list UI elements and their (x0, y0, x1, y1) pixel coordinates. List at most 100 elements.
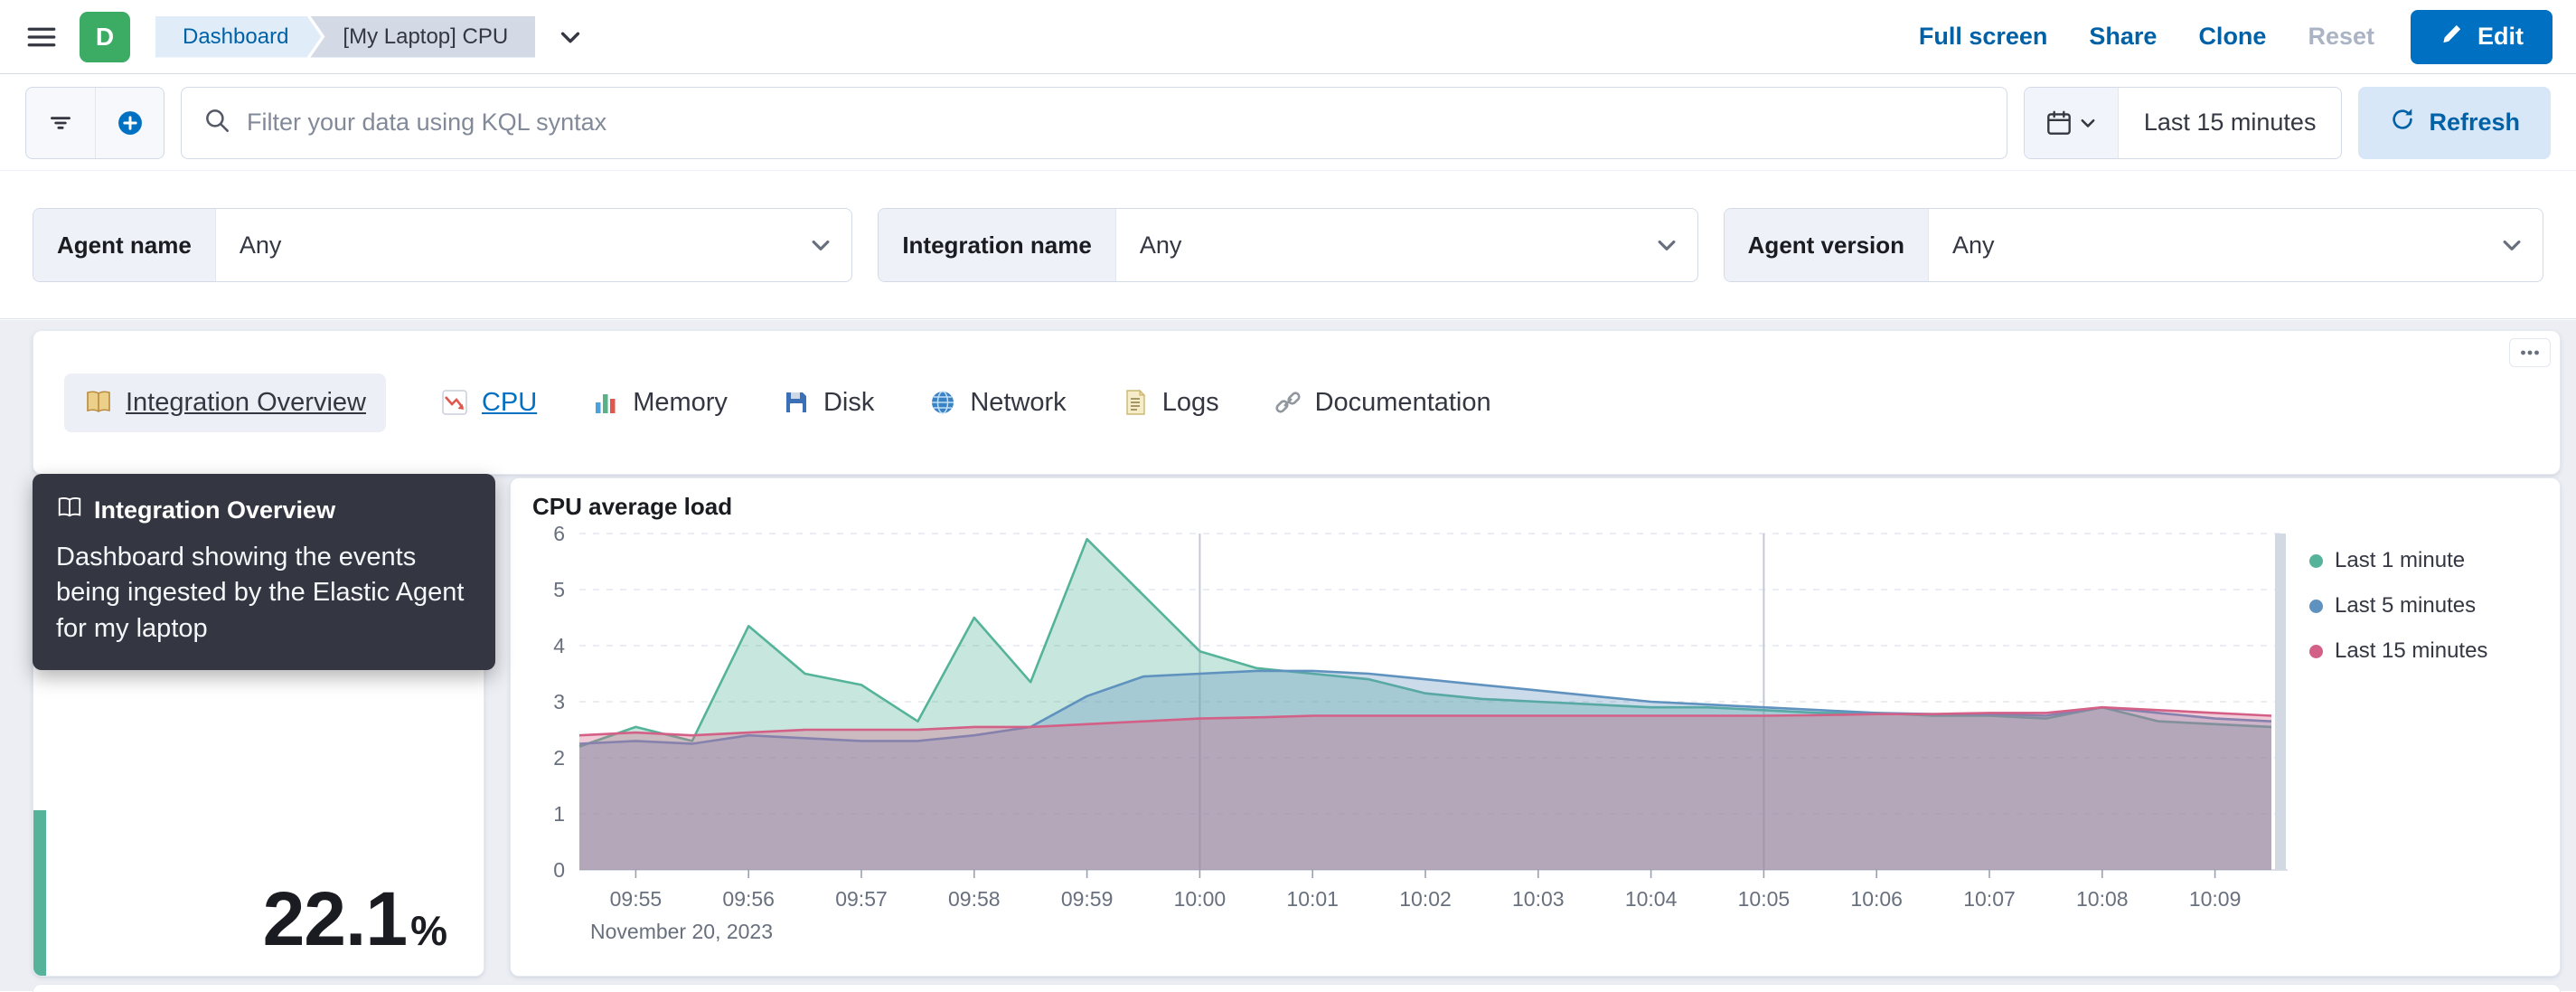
floppy-disk-icon (782, 388, 811, 417)
nav-link-label: CPU (481, 387, 538, 417)
query-toolbar: Last 15 minutes Refresh (0, 75, 2576, 171)
tooltip-body: Dashboard showing the events being inges… (56, 543, 465, 643)
svg-text:09:57: 09:57 (835, 887, 888, 911)
markdown-nav-panel: Integration Overview CPU Memory Disk Network… (33, 330, 2561, 475)
nav-link-documentation[interactable]: Documentation (1274, 388, 1491, 418)
filter-row: Agent name Any Integration name Any Agent ve… (0, 172, 2576, 319)
line-chart-icon (440, 388, 469, 417)
svg-text:5: 5 (553, 578, 565, 601)
document-icon (1121, 388, 1150, 417)
filter-icon[interactable] (26, 88, 95, 158)
svg-text:09:56: 09:56 (722, 887, 775, 911)
space-avatar[interactable]: D (80, 11, 130, 62)
book-icon (56, 494, 83, 527)
svg-text:2: 2 (553, 746, 565, 770)
link-icon (1274, 388, 1302, 417)
legend-item-last-15-minutes[interactable]: Last 15 minutes (2309, 638, 2487, 664)
filter-value: Any (1952, 231, 1995, 259)
refresh-button[interactable]: Refresh (2358, 86, 2551, 159)
svg-text:09:59: 09:59 (1061, 887, 1114, 911)
svg-text:1: 1 (553, 802, 565, 826)
svg-text:November 20, 2023: November 20, 2023 (590, 920, 773, 943)
breadcrumb-dashboard[interactable]: Dashboard (155, 16, 321, 58)
svg-text:10:02: 10:02 (1399, 887, 1452, 911)
tooltip-title-row: Integration Overview (56, 494, 472, 527)
chevron-down-icon (808, 232, 851, 258)
refresh-icon (2389, 106, 2416, 139)
nav-links: Integration Overview CPU Memory Disk Network… (64, 373, 1491, 432)
calendar-icon[interactable] (2024, 87, 2119, 158)
svg-text:10:08: 10:08 (2076, 887, 2129, 911)
top-header: D Dashboard [My Laptop] CPU Full screen Sh… (0, 0, 2576, 74)
nav-link-label: Integration Overview (126, 387, 366, 417)
dashboard-viewport: Integration Overview CPU Memory Disk Network… (0, 320, 2576, 992)
nav-link-network[interactable]: Network (928, 387, 1067, 418)
panel-options-icon[interactable] (2509, 338, 2551, 367)
metric-value: 22.1 (262, 876, 408, 961)
metric-value-group: 22.1 % (263, 875, 447, 963)
chart-area: 0 1 2 3 4 5 6 09:55 09:56 09:57 09:58 09:59 10:00 10:… (532, 521, 2538, 949)
cpu-average-load-panel: CPU average load 0 1 2 3 4 5 6 09:55 09:56 09:57 0… (510, 477, 2561, 977)
add-filter-plus-icon[interactable] (95, 87, 164, 158)
legend-label: Last 5 minutes (2335, 593, 2477, 618)
filter-agent-version[interactable]: Agent version Any (1723, 208, 2543, 282)
filter-label: Agent version (1724, 209, 1930, 281)
svg-text:10:07: 10:07 (1963, 887, 2016, 911)
filter-value: Any (239, 231, 282, 259)
book-icon (84, 388, 113, 417)
header-action-full-screen[interactable]: Full screen (1918, 23, 2048, 50)
nav-link-logs[interactable]: Logs (1121, 388, 1219, 418)
metric-unit: % (410, 907, 447, 954)
chevron-down-icon (1654, 232, 1697, 258)
svg-text:10:03: 10:03 (1512, 887, 1565, 911)
legend-dot (2309, 553, 2323, 568)
globe-icon (928, 388, 957, 417)
svg-text:0: 0 (553, 858, 565, 882)
svg-text:10:04: 10:04 (1625, 887, 1678, 911)
kql-search-bar[interactable] (181, 86, 2007, 159)
nav-link-disk[interactable]: Disk (782, 388, 874, 418)
header-actions: Full screen Share Clone Reset (1919, 23, 2374, 51)
svg-text:6: 6 (553, 522, 565, 545)
filter-agent-name[interactable]: Agent name Any (33, 208, 853, 282)
breadcrumb-chevron-down-icon[interactable] (557, 24, 584, 51)
chevron-down-icon (2499, 232, 2543, 258)
header-action-reset[interactable]: Reset (2308, 23, 2374, 50)
svg-text:09:58: 09:58 (948, 887, 1001, 911)
edit-button-label: Edit (2477, 23, 2524, 50)
legend-item-last-5-minutes[interactable]: Last 5 minutes (2309, 593, 2487, 619)
breadcrumb-my-laptop-cpu[interactable]: [My Laptop] CPU (310, 15, 536, 58)
nav-link-label: Disk (823, 387, 875, 417)
nav-link-integration-overview[interactable]: Integration Overview (64, 373, 386, 432)
edit-button[interactable]: Edit (2411, 9, 2552, 64)
date-picker: Last 15 minutes (2023, 86, 2343, 159)
legend-label: Last 1 minute (2335, 548, 2466, 572)
svg-text:10:09: 10:09 (2189, 887, 2242, 911)
chevron-down-icon (2081, 118, 2095, 128)
metric-accent-bar (33, 810, 46, 976)
time-range-label[interactable]: Last 15 minutes (2143, 109, 2317, 136)
header-action-share[interactable]: Share (2089, 23, 2158, 50)
svg-text:09:55: 09:55 (610, 887, 663, 911)
legend-dot (2309, 599, 2323, 613)
legend-item-last-1-minute[interactable]: Last 1 minute (2309, 548, 2487, 573)
nav-link-label: Network (970, 387, 1067, 417)
tooltip-title: Integration Overview (94, 496, 336, 524)
integration-overview-tooltip: Integration Overview Dashboard showing t… (33, 474, 495, 671)
pencil-icon (2440, 21, 2465, 52)
cpu-load-area-chart[interactable]: 0 1 2 3 4 5 6 09:55 09:56 09:57 09:58 09:59 10:00 10:… (532, 521, 2295, 949)
legend-dot (2309, 644, 2323, 658)
nav-link-cpu[interactable]: CPU (440, 388, 537, 418)
kql-search-input[interactable] (247, 109, 1987, 137)
chart-legend: Last 1 minute Last 5 minutes Last 15 minut… (2309, 548, 2487, 664)
menu-hamburger-icon[interactable] (24, 19, 60, 55)
refresh-button-label: Refresh (2429, 109, 2520, 136)
search-icon (202, 105, 232, 140)
nav-link-memory[interactable]: Memory (591, 388, 728, 418)
header-action-clone[interactable]: Clone (2198, 23, 2267, 50)
nav-link-label: Logs (1161, 387, 1219, 417)
legend-label: Last 15 minutes (2335, 638, 2488, 663)
filter-integration-name[interactable]: Integration name Any (878, 208, 1698, 282)
breadcrumbs: Dashboard [My Laptop] CPU (155, 15, 536, 58)
